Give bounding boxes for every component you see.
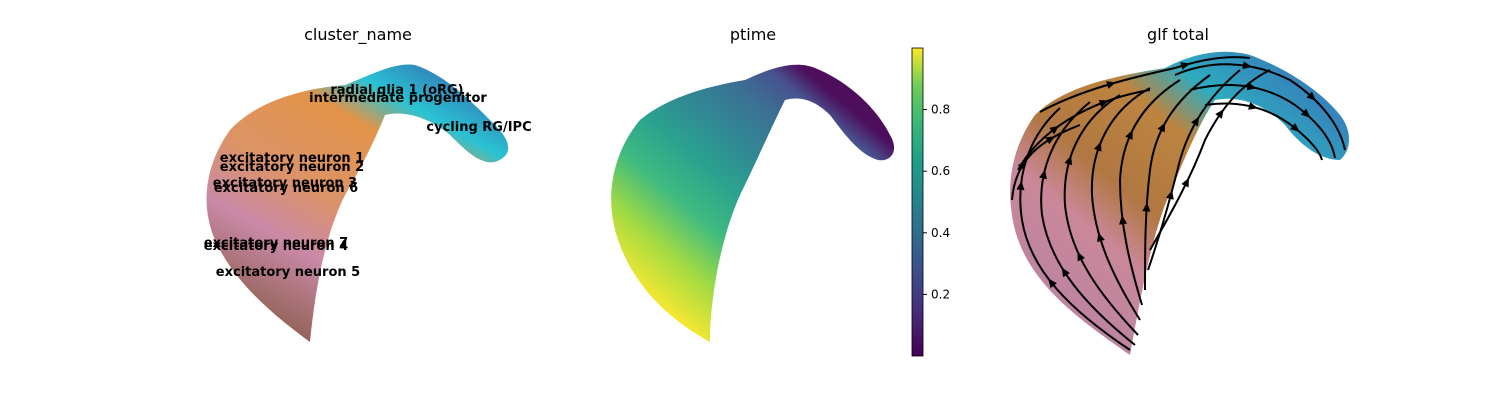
- streamline-arrow: [1290, 123, 1300, 132]
- cluster-label: cycling RG/IPC: [426, 120, 531, 135]
- colorbar-tick-label: 0.2: [931, 287, 950, 301]
- streamline-arrow: [1049, 125, 1059, 135]
- streamline-arrow: [1106, 81, 1116, 89]
- colorbar-ticks: 0.2 0.4 0.6 0.8: [923, 103, 950, 301]
- streamline-arrow: [1098, 99, 1109, 108]
- cluster-label: radial glia 1 (oRG): [330, 83, 463, 98]
- cluster-label: excitatory neuron 2: [220, 160, 364, 175]
- streamline-arrow: [1094, 141, 1102, 152]
- panel-title-ptime: ptime: [730, 25, 776, 44]
- streamline-arrow: [1180, 62, 1191, 70]
- streamline: [1144, 74, 1211, 291]
- cluster-label: excitatory neuron 6: [214, 181, 358, 196]
- colorbar-tick-label: 0.6: [931, 164, 950, 178]
- streamline-arrow: [1242, 61, 1252, 70]
- streamline-arrow: [1142, 202, 1151, 212]
- streamline-arrow: [1306, 91, 1316, 101]
- streamline-arrow: [1215, 109, 1224, 119]
- streamline-arrow: [1039, 169, 1047, 180]
- colorbar-tick-label: 0.8: [931, 103, 950, 117]
- panel-cluster-name: cluster_name radial glia 1 (oRG)intermed…: [204, 25, 532, 343]
- streamline-arrow: [1016, 180, 1025, 191]
- streamline-arrow: [1048, 278, 1057, 289]
- streamline: [1019, 107, 1131, 351]
- streamline: [1149, 69, 1271, 251]
- streamline: [1090, 87, 1151, 321]
- cluster-label: excitatory neuron 1: [220, 151, 364, 166]
- colorbar: [911, 47, 924, 357]
- streamline: [1118, 79, 1181, 306]
- streamline-arrow: [1061, 267, 1070, 278]
- streamline-arrow: [1077, 251, 1085, 262]
- colorbar-tick-label: 0.4: [931, 226, 950, 240]
- cluster-embedding-cloud: [206, 64, 509, 343]
- cluster-label: intermediate progenitor: [309, 91, 487, 106]
- streamline-group: [1011, 56, 1346, 351]
- streamline-arrow: [1125, 129, 1133, 140]
- cluster-label: excitatory neuron 7: [204, 236, 348, 251]
- streamline-arrow: [1300, 108, 1311, 118]
- streamline: [1063, 94, 1139, 336]
- cluster-label: excitatory neuron 3: [213, 176, 357, 191]
- streamline: [1147, 69, 1241, 271]
- cluster-label: excitatory neuron 5: [216, 265, 360, 280]
- streamline-arrow: [1157, 122, 1166, 133]
- ptime-embedding-cloud: [611, 64, 895, 342]
- streamline-arrow: [1166, 190, 1174, 200]
- streamline-arrow: [1017, 160, 1026, 170]
- streamline-arrow: [1064, 155, 1073, 166]
- glf-embedding-cloud: [1010, 51, 1349, 356]
- streamline-arrow: [1119, 215, 1128, 225]
- panel-ptime: ptime 0.2 0.4 0.6 0.8: [611, 25, 950, 357]
- streamline-arrow: [1191, 116, 1200, 127]
- panel-title-glf-total: glf total: [1147, 25, 1209, 44]
- streamline-arrow: [1045, 136, 1055, 145]
- streamline-arrow: [1181, 177, 1189, 188]
- streamline: [1174, 63, 1346, 151]
- streamline: [1011, 124, 1081, 201]
- panel-title-cluster-name: cluster_name: [304, 25, 412, 45]
- streamline-arrow: [1097, 232, 1105, 243]
- panel-glf-total: glf total: [1010, 25, 1349, 356]
- cluster-label-group: radial glia 1 (oRG)intermediate progenit…: [204, 83, 532, 280]
- streamline-arrow: [1248, 102, 1258, 110]
- streamline: [1017, 89, 1151, 171]
- streamline: [1039, 56, 1251, 113]
- cluster-label: excitatory neuron 4: [204, 239, 348, 254]
- streamline-arrow: [1246, 82, 1257, 91]
- streamline: [1189, 84, 1336, 159]
